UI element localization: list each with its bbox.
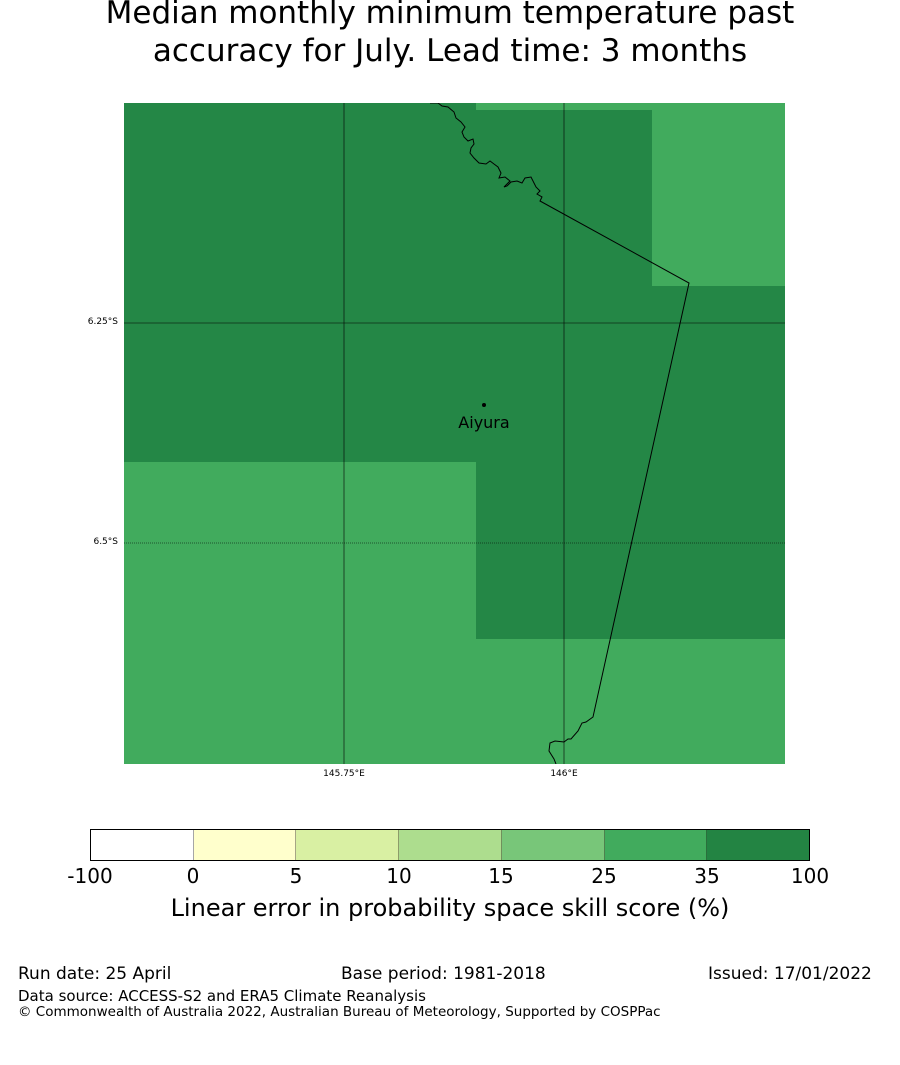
colorbar-label: Linear error in probability space skill … <box>170 894 730 922</box>
colorbar-segment-0 <box>91 830 194 860</box>
map-canvas: Aiyura <box>124 103 785 764</box>
run-date: Run date: 25 April <box>18 964 172 984</box>
lon-label-145-75: 145.75°E <box>323 769 365 779</box>
colorbar-tick: 10 <box>386 864 412 888</box>
colorbar-tick: 0 <box>186 864 200 888</box>
skill-cell-high-ne <box>652 286 785 462</box>
colorbar-segment-3 <box>399 830 502 860</box>
data-source: Data source: ACCESS-S2 and ERA5 Climate … <box>18 987 426 1005</box>
lon-label-146: 146°E <box>550 769 578 779</box>
skill-cell-high-se <box>476 462 785 639</box>
issued-date: Issued: 17/01/2022 <box>708 964 872 984</box>
colorbar-tick: 100 <box>790 864 830 888</box>
title-line-1: Median monthly minimum temperature past <box>105 0 795 31</box>
colorbar-segment-5 <box>604 830 708 860</box>
colorbar-tick: 35 <box>694 864 720 888</box>
skill-cell-high-nw <box>124 103 476 462</box>
colorbar-segment-2 <box>296 830 400 860</box>
country-border <box>430 103 690 764</box>
base-period: Base period: 1981-2018 <box>341 964 546 984</box>
colorbar-tick: -100 <box>67 864 113 888</box>
colorbar-tick: 15 <box>488 864 514 888</box>
place-marker <box>482 403 486 407</box>
colorbar-segment-6 <box>707 830 810 860</box>
colorbar-tick: 25 <box>591 864 617 888</box>
map-panel: Aiyura <box>124 103 785 764</box>
title-line-2: accuracy for July. Lead time: 3 months <box>152 33 748 69</box>
copyright: © Commonwealth of Australia 2022, Austra… <box>18 1004 661 1020</box>
colorbar <box>90 829 810 861</box>
colorbar-tick: 5 <box>289 864 303 888</box>
chart-title: Median monthly minimum temperature past … <box>0 0 900 70</box>
place-label: Aiyura <box>458 413 509 432</box>
lat-label-6-5: 6.5°S <box>93 537 118 547</box>
lat-label-6-25: 6.25°S <box>87 317 118 327</box>
colorbar-segment-1 <box>193 830 297 860</box>
colorbar-segment-4 <box>501 830 605 860</box>
